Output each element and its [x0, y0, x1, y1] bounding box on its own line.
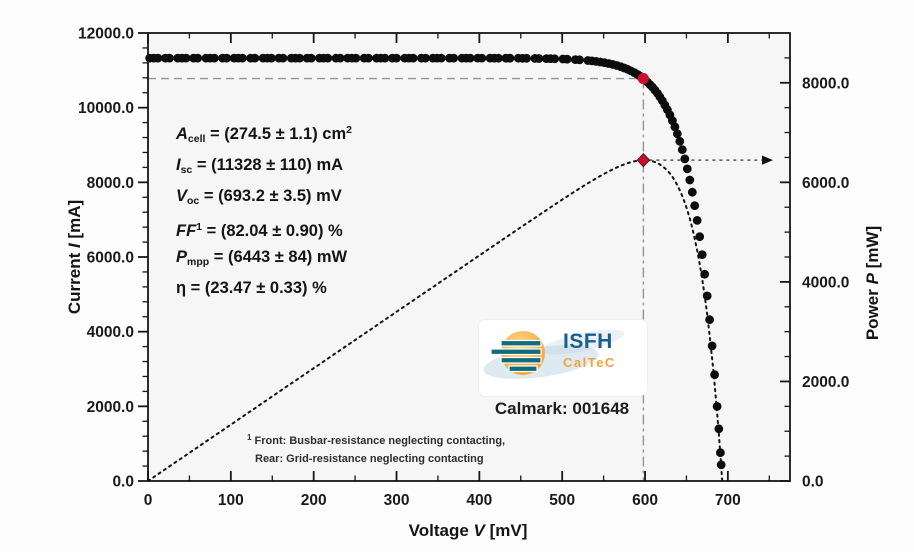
- y-right-axis-title: Power P [mW]: [863, 173, 883, 393]
- svg-text:200: 200: [301, 492, 327, 509]
- cell-parameter-row: η = (23.47 ± 0.33) %: [176, 275, 352, 301]
- parameter-value: = (23.47 ± 0.33) %: [186, 279, 327, 297]
- parameter-symbol: FF: [176, 222, 197, 240]
- y-right-title-suffix: [mW]: [863, 225, 882, 274]
- cell-parameter-row: Acell = (274.5 ± 1.1) cm2: [176, 117, 352, 152]
- svg-text:6000.0: 6000.0: [802, 175, 849, 192]
- svg-text:300: 300: [384, 492, 410, 509]
- footnote-line-1: 1 Front: Busbar-resistance neglecting co…: [247, 433, 506, 447]
- mpp-marker-pv: [636, 152, 651, 168]
- fill-factor-footnote: 1 Front: Busbar-resistance neglecting co…: [247, 429, 505, 468]
- svg-text:4000.0: 4000.0: [802, 274, 849, 291]
- logo-caltec-text: CalTeC: [563, 355, 616, 370]
- svg-text:700: 700: [715, 492, 741, 509]
- parameter-subscript: mpp: [187, 256, 210, 268]
- parameter-subscript: oc: [187, 195, 200, 207]
- svg-text:0.0: 0.0: [112, 474, 134, 491]
- mpp-marker-iv: [637, 72, 649, 85]
- parameter-symbol: A: [176, 125, 188, 143]
- svg-text:12000.0: 12000.0: [78, 26, 134, 43]
- cell-parameter-row: Isc = (11328 ± 110) mA: [176, 152, 352, 183]
- svg-text:600: 600: [632, 492, 658, 509]
- svg-text:8000.0: 8000.0: [87, 175, 134, 192]
- svg-text:6000.0: 6000.0: [87, 250, 134, 267]
- x-title-prefix: Voltage: [408, 521, 474, 540]
- unit-superscript: 2: [346, 124, 352, 136]
- svg-text:8000.0: 8000.0: [802, 75, 849, 92]
- iv-scatter-series: [145, 53, 726, 470]
- arrow-head-icon: [762, 155, 773, 165]
- horizontal-bars-icon: [490, 339, 542, 373]
- x-axis-ticks: 0 100 200 300 400 500 600 700: [144, 33, 770, 509]
- mpp-guides: [148, 77, 773, 481]
- parameter-subscript: sc: [180, 164, 193, 176]
- y-right-axis-ticks: 0.0 2000.0 4000.0 6000.0 8000.0: [780, 57, 849, 491]
- parameter-symbol: V: [176, 187, 188, 205]
- cell-parameters-annotation: Acell = (274.5 ± 1.1) cm2 Isc = (11328 ± …: [176, 117, 352, 301]
- plot-background: [148, 33, 790, 481]
- footnote-superscript: 1: [247, 433, 252, 442]
- svg-text:500: 500: [549, 492, 575, 509]
- y-left-title-prefix: Current: [65, 248, 84, 315]
- svg-text:4000.0: 4000.0: [87, 324, 134, 341]
- x-title-suffix: [mV]: [484, 521, 528, 540]
- y-left-axis-ticks: 0.0 2000.0 4000.0 6000.0 8000.0 10000.0 12000.…: [78, 26, 148, 491]
- svg-text:0.0: 0.0: [802, 474, 824, 491]
- isfh-caltec-logo: ISFH CalTeC: [479, 320, 647, 396]
- cell-parameter-row: FF1 = (82.04 ± 0.90) %: [176, 214, 352, 244]
- pv-dotted-curve: [147, 159, 724, 482]
- y-left-axis-title: Current I [mA]: [65, 147, 85, 367]
- parameter-value: = (693.2 ± 3.5) mV: [199, 187, 342, 205]
- svg-text:100: 100: [218, 492, 244, 509]
- svg-text:400: 400: [466, 492, 492, 509]
- parameter-value: = (11328 ± 110) mA: [192, 156, 344, 174]
- svg-text:2000.0: 2000.0: [87, 399, 134, 416]
- parameter-superscript: 1: [196, 221, 203, 233]
- parameter-symbol: I: [176, 156, 181, 174]
- parameter-value: = (274.5 ± 1.1) cm: [205, 125, 347, 143]
- y-left-title-var: I: [65, 243, 84, 249]
- mpp-markers: [636, 72, 651, 168]
- logo-graphic: [483, 329, 625, 379]
- parameter-subscript: cell: [187, 133, 206, 145]
- cell-parameter-row: Pmpp = (6443 ± 84) mW: [176, 244, 352, 275]
- footnote-line-2: Rear: Grid-resistance neglecting contact…: [255, 453, 484, 465]
- cell-parameter-row: Voc = (693.2 ± 3.5) mV: [176, 183, 352, 214]
- parameter-value: = (6443 ± 84) mW: [209, 248, 348, 266]
- parameter-symbol: P: [176, 248, 188, 266]
- svg-text:0: 0: [144, 492, 153, 509]
- y-left-title-suffix: [mA]: [65, 199, 84, 244]
- logo-isfh-text: ISFH: [563, 330, 613, 353]
- logo-wordmark: ISFH CalTeC: [563, 331, 616, 369]
- x-title-var: V: [473, 521, 485, 540]
- y-right-title-prefix: Power: [863, 284, 882, 341]
- svg-text:10000.0: 10000.0: [78, 100, 134, 117]
- parameter-symbol: η: [176, 279, 187, 297]
- calmark-label: Calmark: 001648: [494, 399, 630, 418]
- y-right-title-var: P: [863, 273, 882, 285]
- x-axis-title: Voltage V [mV]: [358, 521, 578, 541]
- parameter-value: = (82.04 ± 0.90) %: [202, 222, 343, 240]
- svg-text:2000.0: 2000.0: [802, 374, 849, 391]
